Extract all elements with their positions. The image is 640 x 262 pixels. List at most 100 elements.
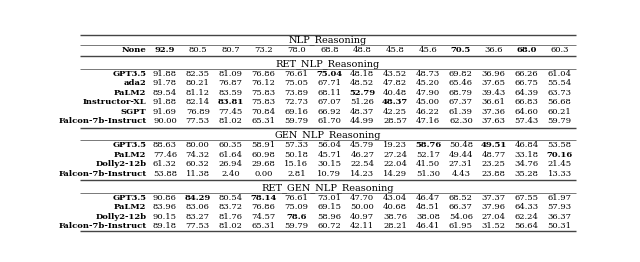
Text: 73.2: 73.2: [254, 46, 273, 54]
Text: 29.68: 29.68: [252, 160, 275, 168]
Text: Dolly2-12b: Dolly2-12b: [95, 160, 147, 168]
Text: Falcon-7b-Instruct: Falcon-7b-Instruct: [58, 117, 147, 125]
Text: 48.73: 48.73: [416, 69, 440, 78]
Text: 46.84: 46.84: [515, 141, 539, 149]
Text: 46.22: 46.22: [416, 108, 440, 116]
Text: 45.00: 45.00: [416, 98, 440, 106]
Text: 22.04: 22.04: [383, 160, 407, 168]
Text: 60.3: 60.3: [550, 46, 569, 54]
Text: 37.65: 37.65: [482, 79, 506, 87]
Text: 60.72: 60.72: [317, 222, 341, 230]
Text: 47.70: 47.70: [350, 194, 374, 202]
Text: 46.27: 46.27: [350, 151, 374, 159]
Text: 13.33: 13.33: [547, 170, 572, 178]
Text: 27.04: 27.04: [482, 213, 506, 221]
Text: 37.63: 37.63: [482, 117, 506, 125]
Text: 37.37: 37.37: [482, 194, 506, 202]
Text: 48.37: 48.37: [350, 108, 374, 116]
Text: 66.92: 66.92: [317, 108, 341, 116]
Text: 66.75: 66.75: [515, 79, 539, 87]
Text: 38.08: 38.08: [416, 213, 440, 221]
Text: 48.8: 48.8: [353, 46, 372, 54]
Text: 37.96: 37.96: [482, 203, 506, 211]
Text: 83.27: 83.27: [186, 213, 210, 221]
Text: 50.48: 50.48: [449, 141, 473, 149]
Text: 21.45: 21.45: [547, 160, 572, 168]
Text: 47.90: 47.90: [416, 89, 440, 97]
Text: 48.37: 48.37: [382, 98, 408, 106]
Text: 10.79: 10.79: [317, 170, 341, 178]
Text: PaLM2: PaLM2: [114, 151, 147, 159]
Text: 57.33: 57.33: [284, 141, 308, 149]
Text: 61.39: 61.39: [449, 108, 473, 116]
Text: 69.15: 69.15: [317, 203, 341, 211]
Text: 78.6: 78.6: [286, 213, 307, 221]
Text: 48.52: 48.52: [350, 79, 374, 87]
Text: 11.38: 11.38: [186, 170, 210, 178]
Text: 75.83: 75.83: [252, 98, 276, 106]
Text: 61.32: 61.32: [153, 160, 177, 168]
Text: 42.11: 42.11: [350, 222, 374, 230]
Text: 43.52: 43.52: [383, 69, 407, 78]
Text: 68.11: 68.11: [317, 89, 341, 97]
Text: 68.8: 68.8: [320, 46, 339, 54]
Text: 61.70: 61.70: [317, 117, 341, 125]
Text: 44.99: 44.99: [350, 117, 374, 125]
Text: 80.54: 80.54: [219, 194, 243, 202]
Text: 82.35: 82.35: [186, 69, 210, 78]
Text: 36.96: 36.96: [482, 69, 506, 78]
Text: 27.24: 27.24: [383, 151, 407, 159]
Text: 80.00: 80.00: [186, 141, 210, 149]
Text: 33.18: 33.18: [515, 151, 539, 159]
Text: 58.76: 58.76: [415, 141, 441, 149]
Text: 61.64: 61.64: [219, 151, 243, 159]
Text: 90.15: 90.15: [153, 213, 177, 221]
Text: 90.00: 90.00: [153, 117, 177, 125]
Text: 65.31: 65.31: [252, 117, 276, 125]
Text: 80.7: 80.7: [221, 46, 240, 54]
Text: PaLM2: PaLM2: [114, 203, 147, 211]
Text: 61.97: 61.97: [548, 194, 572, 202]
Text: 52.79: 52.79: [349, 89, 375, 97]
Text: 88.63: 88.63: [153, 141, 177, 149]
Text: 49.51: 49.51: [481, 141, 507, 149]
Text: 36.61: 36.61: [482, 98, 506, 106]
Text: 34.76: 34.76: [515, 160, 539, 168]
Text: 0.00: 0.00: [254, 170, 273, 178]
Text: 91.69: 91.69: [153, 108, 177, 116]
Text: GPT3.5: GPT3.5: [113, 69, 147, 78]
Text: 43.04: 43.04: [383, 194, 407, 202]
Text: 73.01: 73.01: [317, 194, 341, 202]
Text: 45.8: 45.8: [386, 46, 404, 54]
Text: 37.36: 37.36: [482, 108, 506, 116]
Text: 81.09: 81.09: [219, 69, 243, 78]
Text: 2.40: 2.40: [221, 170, 240, 178]
Text: 54.06: 54.06: [449, 213, 473, 221]
Text: 36.37: 36.37: [548, 213, 572, 221]
Text: 45.71: 45.71: [317, 151, 342, 159]
Text: Falcon-7b-Instruct: Falcon-7b-Instruct: [58, 222, 147, 230]
Text: 55.54: 55.54: [547, 79, 572, 87]
Text: 48.77: 48.77: [482, 151, 506, 159]
Text: 60.21: 60.21: [548, 108, 572, 116]
Text: GEN_NLP_Reasoning: GEN_NLP_Reasoning: [275, 131, 381, 140]
Text: 40.68: 40.68: [383, 203, 407, 211]
Text: 65.46: 65.46: [449, 79, 473, 87]
Text: 76.86: 76.86: [252, 203, 275, 211]
Text: 51.30: 51.30: [416, 170, 440, 178]
Text: 56.04: 56.04: [317, 141, 341, 149]
Text: 78.0: 78.0: [287, 46, 306, 54]
Text: 58.91: 58.91: [252, 141, 276, 149]
Text: 76.89: 76.89: [186, 108, 210, 116]
Text: 78.14: 78.14: [250, 194, 276, 202]
Text: 47.82: 47.82: [383, 79, 407, 87]
Text: 80.5: 80.5: [188, 46, 207, 54]
Text: 70.16: 70.16: [547, 151, 573, 159]
Text: 40.97: 40.97: [350, 213, 374, 221]
Text: 62.30: 62.30: [449, 117, 473, 125]
Text: 66.26: 66.26: [515, 69, 538, 78]
Text: 81.02: 81.02: [219, 117, 243, 125]
Text: 53.58: 53.58: [547, 141, 572, 149]
Text: 75.83: 75.83: [252, 89, 276, 97]
Text: 36.6: 36.6: [484, 46, 503, 54]
